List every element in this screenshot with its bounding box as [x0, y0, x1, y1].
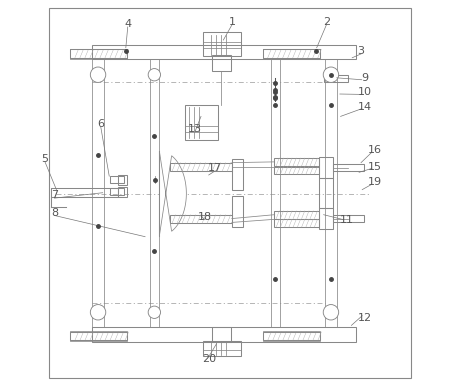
Bar — [109, 176, 124, 183]
Bar — [318, 157, 333, 178]
Bar — [92, 327, 356, 342]
Bar — [273, 158, 318, 166]
Text: 19: 19 — [367, 177, 381, 187]
Text: 13: 13 — [188, 124, 202, 134]
Text: 7: 7 — [51, 190, 58, 200]
Bar — [273, 166, 318, 174]
Bar — [333, 216, 364, 223]
Bar — [333, 164, 364, 171]
Bar — [211, 55, 231, 71]
Bar — [262, 49, 319, 58]
Text: 4: 4 — [124, 19, 131, 29]
Bar — [170, 215, 231, 223]
Circle shape — [323, 67, 338, 82]
Text: 11: 11 — [339, 215, 353, 225]
Bar — [318, 208, 333, 229]
Polygon shape — [159, 151, 186, 236]
Text: 9: 9 — [360, 73, 368, 83]
Text: 5: 5 — [41, 154, 48, 164]
Text: 3: 3 — [357, 46, 364, 56]
Text: 17: 17 — [208, 163, 222, 173]
Bar — [118, 175, 126, 185]
Bar — [318, 178, 333, 208]
Circle shape — [148, 68, 160, 81]
Text: 16: 16 — [367, 145, 381, 155]
Bar — [92, 59, 104, 327]
Bar — [324, 75, 347, 82]
Bar — [184, 105, 217, 140]
Circle shape — [90, 67, 106, 82]
Bar — [202, 341, 241, 356]
Circle shape — [90, 305, 106, 320]
Bar — [271, 59, 279, 327]
Bar — [231, 196, 243, 227]
Bar — [109, 188, 124, 195]
Bar — [118, 187, 126, 197]
Circle shape — [323, 305, 338, 320]
Text: 8: 8 — [51, 208, 58, 218]
Text: 15: 15 — [367, 161, 381, 171]
Text: 2: 2 — [322, 17, 329, 27]
Text: 10: 10 — [357, 87, 371, 98]
Circle shape — [148, 306, 160, 319]
Text: 14: 14 — [357, 102, 371, 112]
Bar — [262, 332, 319, 341]
Bar — [70, 332, 126, 341]
Bar — [92, 45, 356, 59]
Bar — [273, 211, 318, 219]
Bar — [211, 327, 231, 342]
Bar — [273, 219, 318, 227]
Bar — [324, 59, 336, 327]
Bar — [51, 188, 118, 197]
Bar — [170, 163, 231, 171]
Text: 18: 18 — [197, 212, 212, 223]
Text: 1: 1 — [228, 17, 235, 27]
Bar — [231, 159, 243, 190]
Bar — [150, 59, 158, 327]
Bar — [70, 49, 126, 58]
Text: 6: 6 — [97, 119, 104, 129]
Bar — [202, 33, 241, 56]
Text: 20: 20 — [202, 354, 216, 363]
Text: 12: 12 — [357, 313, 371, 323]
